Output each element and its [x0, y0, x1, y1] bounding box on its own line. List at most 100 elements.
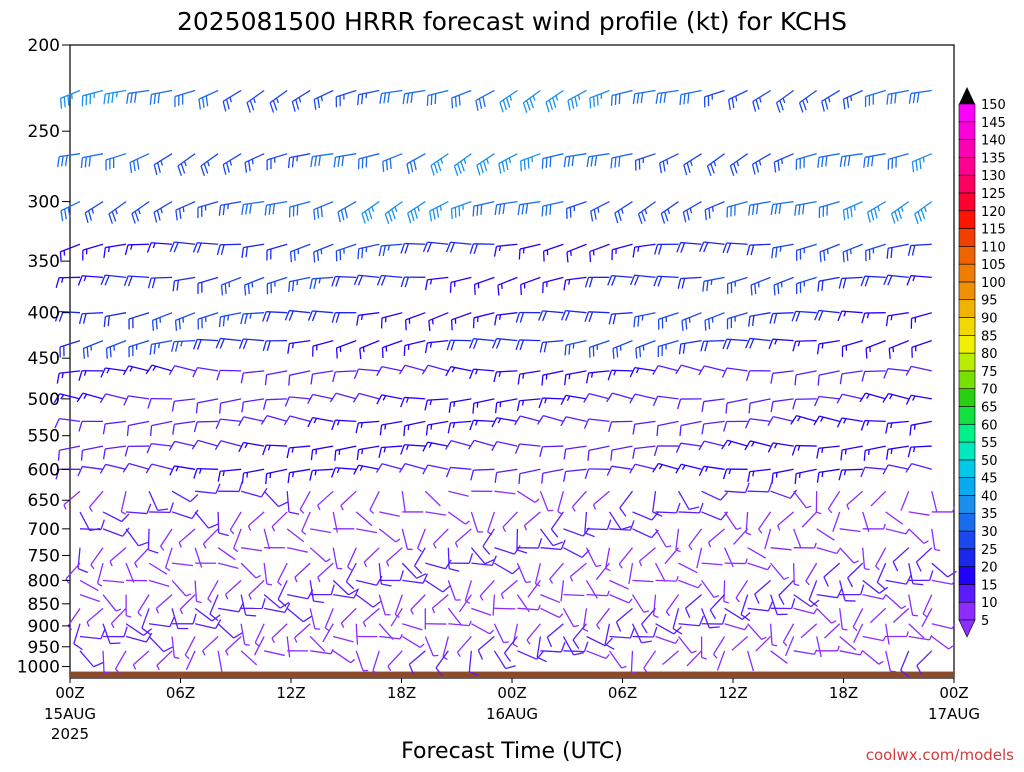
wind-barb — [542, 371, 563, 386]
wind-barb — [791, 416, 817, 425]
wind-barb — [700, 242, 725, 252]
wind-barb — [370, 491, 379, 513]
wind-barb — [893, 608, 909, 622]
wind-barb — [471, 608, 491, 615]
wind-barb — [546, 90, 563, 112]
wind-barb — [103, 528, 129, 536]
wind-barb — [608, 276, 633, 286]
wind-barb — [501, 580, 517, 598]
wind-barb — [586, 636, 612, 645]
wind-barb — [517, 529, 527, 553]
wind-barb — [583, 608, 588, 631]
wind-barb — [633, 529, 659, 538]
colorbar-swatch — [959, 478, 975, 496]
wind-barb — [425, 512, 446, 515]
wind-barb — [58, 154, 80, 167]
wind-barb — [517, 399, 540, 411]
wind-barb — [264, 563, 272, 585]
wind-barb — [123, 464, 149, 473]
wind-barb — [153, 313, 173, 331]
wind-barb — [195, 484, 220, 494]
wind-barb — [289, 371, 310, 386]
wind-barb — [452, 90, 472, 108]
wind-barb — [180, 595, 195, 614]
wind-barb — [771, 371, 794, 384]
wind-barb — [223, 90, 241, 111]
wind-barb — [792, 311, 817, 321]
wind-barb — [819, 202, 839, 218]
wind-barb — [633, 624, 652, 643]
colorbar-swatch — [959, 584, 975, 602]
wind-barb — [612, 90, 633, 105]
wind-barb — [611, 154, 632, 169]
wind-barb — [609, 651, 626, 668]
wind-barb — [432, 595, 448, 613]
wind-barb — [241, 595, 256, 616]
wind-barb — [728, 313, 748, 330]
wind-barb — [455, 529, 471, 548]
wind-barb — [676, 443, 701, 452]
wind-barb — [524, 512, 540, 530]
wind-barb — [471, 624, 493, 634]
wind-barb — [247, 90, 264, 112]
wind-barb — [406, 313, 426, 331]
colorbar-label: 30 — [981, 525, 998, 540]
colorbar-label: 60 — [981, 418, 998, 433]
wind-barb — [203, 529, 218, 549]
wind-barb — [341, 608, 356, 627]
wind-barb — [336, 244, 356, 261]
wind-barb — [357, 313, 380, 326]
wind-barb — [332, 468, 357, 478]
colorbar-swatch — [959, 371, 975, 389]
wind-barb — [425, 560, 451, 569]
wind-barb — [245, 154, 264, 173]
wind-barb — [730, 154, 747, 176]
wind-barb — [871, 491, 886, 506]
wind-barb — [377, 275, 402, 285]
wind-barb — [310, 585, 334, 595]
wind-barb — [471, 548, 494, 564]
wind-barb — [109, 202, 126, 224]
wind-barb — [677, 243, 702, 253]
wind-barb — [539, 311, 564, 321]
wind-barb — [104, 244, 126, 258]
wind-barb — [172, 341, 195, 352]
wind-barb — [403, 90, 425, 104]
wind-barb — [866, 244, 886, 261]
wind-barb — [362, 202, 379, 224]
colorbar-swatch — [959, 300, 975, 318]
wind-barb — [892, 202, 909, 224]
colorbar-label: 55 — [981, 436, 998, 451]
wind-barb — [815, 396, 840, 406]
wind-barb — [149, 491, 168, 510]
wind-barb — [684, 154, 702, 175]
wind-barb — [586, 520, 610, 530]
wind-barb — [680, 421, 702, 436]
wind-barb — [769, 339, 794, 349]
wind-barb — [154, 154, 172, 175]
wind-barb — [917, 651, 932, 675]
wind-barb — [607, 466, 632, 475]
wind-barb — [272, 512, 287, 531]
wind-barb — [585, 469, 609, 479]
wind-barb — [255, 636, 265, 655]
wind-barb — [747, 371, 771, 381]
y-tick-label: 300 — [28, 193, 60, 213]
colorbar-swatch — [959, 104, 975, 122]
wind-barb — [83, 341, 103, 359]
wind-barb — [586, 651, 609, 659]
wind-barb — [567, 244, 586, 262]
wind-barb — [314, 202, 333, 220]
wind-barb — [195, 580, 201, 602]
wind-barb — [115, 651, 126, 673]
wind-barb — [172, 563, 193, 565]
colorbar-label: 5 — [981, 614, 989, 629]
colorbar-swatch — [959, 211, 975, 229]
wind-barb — [311, 371, 333, 385]
wind-barb — [915, 202, 932, 224]
wind-barb — [388, 651, 402, 671]
wind-barb — [540, 529, 562, 546]
wind-barb — [887, 90, 909, 104]
wind-barb — [932, 580, 955, 585]
wind-barb — [195, 548, 202, 568]
